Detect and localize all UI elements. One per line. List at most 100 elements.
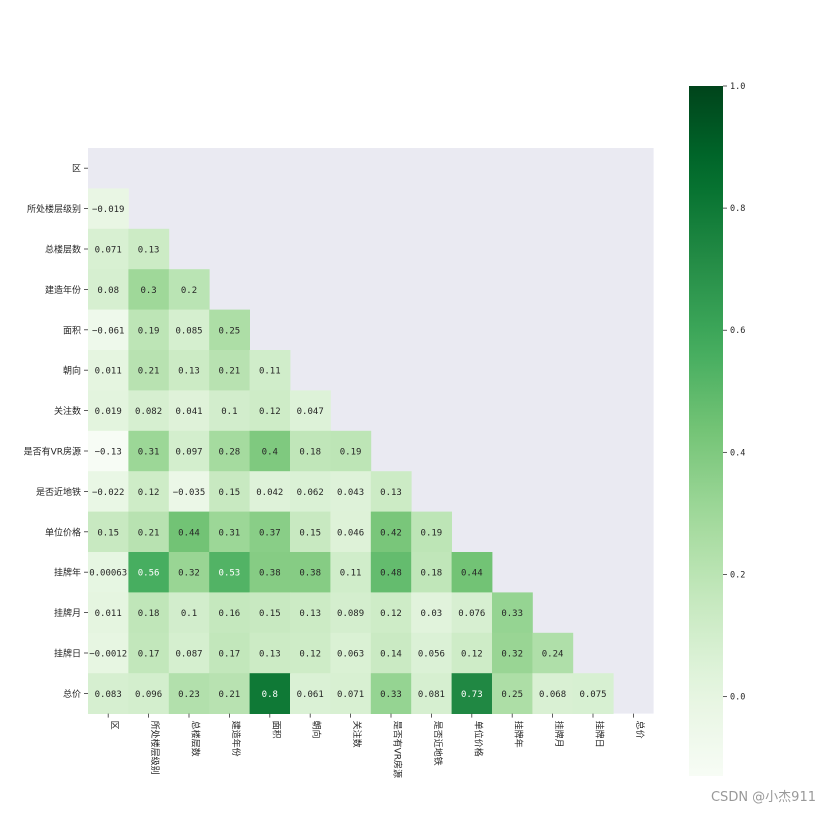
heatmap-cell — [88, 430, 129, 472]
cell-label: 0.063 — [337, 650, 364, 660]
cell-label: 0.047 — [297, 407, 324, 417]
heatmap-cell — [168, 552, 210, 593]
cell-label: 0.33 — [380, 690, 402, 700]
cell-label: 0.08 — [97, 286, 119, 296]
x-tick-label: 是否有VR房源 — [392, 721, 404, 778]
heatmap-cell — [370, 632, 412, 674]
y-tick-label: 单位价格 — [45, 526, 81, 538]
heatmap-cell — [168, 511, 210, 553]
cell-label: 0.73 — [461, 690, 483, 700]
cell-label: 0.2 — [181, 286, 197, 296]
cell-label: −0.061 — [92, 326, 125, 336]
cell-label: 0.071 — [95, 246, 122, 256]
heatmap-cell — [330, 592, 372, 634]
heatmap-cell — [249, 552, 291, 593]
heatmap-cell — [249, 592, 291, 634]
heatmap-cell — [411, 673, 452, 714]
cell-label: 0.17 — [219, 650, 241, 660]
y-tick-label: 是否近地铁 — [36, 486, 81, 498]
cell-label: 0.38 — [259, 569, 281, 579]
x-tick-label: 面积 — [270, 721, 282, 739]
heatmap-cell — [330, 511, 372, 553]
cell-label: −0.0012 — [89, 650, 127, 660]
cell-label: 0.081 — [418, 690, 445, 700]
heatmap-cell — [411, 592, 452, 634]
heatmap-cell — [168, 269, 210, 310]
heatmap-cell — [168, 471, 210, 512]
cell-label: 0.4 — [262, 448, 278, 458]
heatmap-cell — [128, 350, 170, 391]
heatmap-cell — [128, 471, 170, 512]
heatmap-cell — [168, 350, 210, 391]
cell-label: 0.32 — [501, 650, 523, 660]
cell-label: 0.11 — [340, 569, 362, 579]
cell-label: 0.33 — [501, 609, 523, 619]
cell-label: 0.042 — [256, 488, 283, 498]
heatmap-cell — [249, 390, 291, 432]
y-tick-label: 区 — [72, 164, 81, 175]
cell-label: 0.089 — [337, 609, 364, 619]
heatmap-cell — [451, 673, 493, 714]
cell-label: 0.19 — [421, 528, 443, 538]
heatmap-cell — [370, 471, 412, 512]
heatmap-cell — [492, 632, 533, 674]
heatmap-cell — [209, 511, 250, 553]
x-tick-label: 朝向 — [311, 721, 323, 739]
heatmap-cell — [209, 673, 250, 714]
y-tick-label: 面积 — [63, 324, 81, 336]
cell-label: 0.28 — [219, 448, 241, 458]
cell-label: 0.043 — [337, 488, 364, 498]
cell-label: 0.00063 — [89, 569, 127, 579]
x-tick-label: 总楼层数 — [190, 721, 202, 757]
heatmap-cell — [209, 309, 250, 351]
colorbar-tick-label: 0.8 — [730, 204, 745, 214]
heatmap-cell — [290, 390, 331, 432]
cell-label: 0.076 — [458, 609, 485, 619]
heatmap-cell — [209, 592, 250, 634]
heatmap-cell — [88, 552, 129, 593]
y-tick-label: 挂牌日 — [54, 648, 81, 660]
heatmap-cell — [128, 309, 170, 351]
heatmap-cell — [290, 673, 331, 714]
cell-label: 0.31 — [219, 528, 241, 538]
heatmap-cell — [290, 552, 331, 593]
heatmap-cell — [168, 673, 210, 714]
cell-label: 0.019 — [95, 407, 122, 417]
cell-label: 0.13 — [178, 367, 200, 377]
cell-label: 0.011 — [95, 367, 122, 377]
heatmap-cell — [290, 592, 331, 634]
x-tick-label: 挂牌日 — [594, 721, 606, 748]
heatmap-cell — [492, 673, 533, 714]
heatmap-cell — [128, 673, 170, 714]
cell-label: 0.071 — [337, 690, 364, 700]
heatmap-cell — [209, 390, 250, 432]
heatmap-cell — [88, 592, 129, 634]
heatmap-cell — [290, 511, 331, 553]
cell-label: 0.16 — [219, 609, 241, 619]
heatmap-cell — [370, 552, 412, 593]
heatmap-cell — [330, 632, 372, 674]
cell-label: 0.48 — [380, 569, 402, 579]
x-tick-label: 关注数 — [351, 721, 363, 748]
cell-label: 0.075 — [579, 690, 606, 700]
cell-label: 0.8 — [262, 690, 278, 700]
cell-label: 0.011 — [95, 609, 122, 619]
heatmap-cell — [330, 552, 372, 593]
x-tick-label: 区 — [109, 721, 120, 730]
heatmap-cell — [249, 350, 291, 391]
heatmap-cell — [168, 592, 210, 634]
y-tick-label: 朝向 — [63, 365, 81, 377]
heatmap-cell — [88, 511, 129, 553]
heatmap-cell — [209, 552, 250, 593]
heatmap-cell — [330, 471, 372, 512]
cell-label: 0.42 — [380, 528, 402, 538]
heatmap-cell — [451, 632, 493, 674]
heatmap-cell — [330, 673, 372, 714]
cell-label: 0.082 — [135, 407, 162, 417]
cell-label: 0.3 — [140, 286, 156, 296]
cell-label: 0.056 — [418, 650, 445, 660]
heatmap-cell — [88, 350, 129, 391]
heatmap-cell — [370, 592, 412, 634]
cell-label: −0.035 — [173, 488, 206, 498]
cell-label: 0.12 — [299, 650, 321, 660]
